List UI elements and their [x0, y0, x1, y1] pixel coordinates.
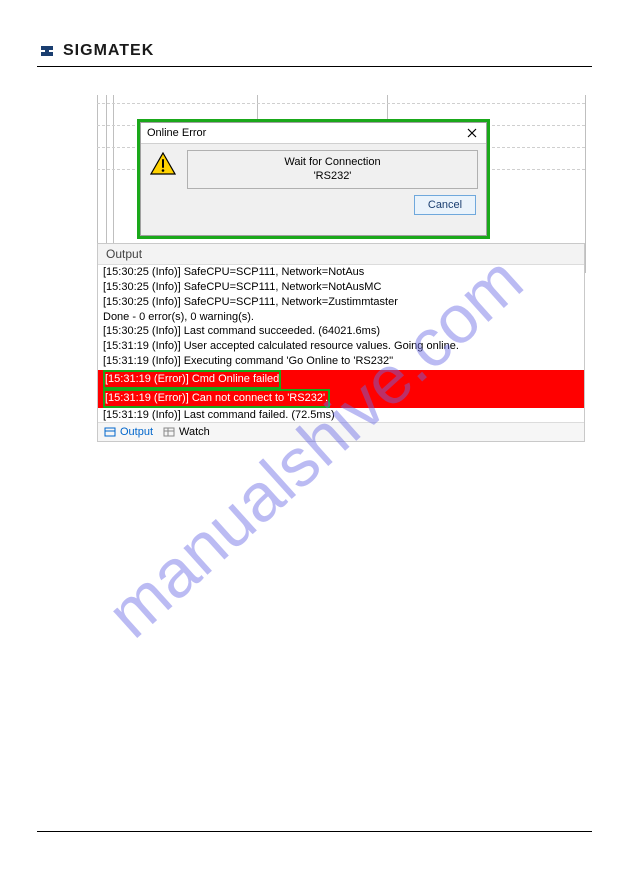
output-panel: Output [15:30:25 (Info)] SafeCPU=SCP111,…	[97, 243, 585, 442]
dialog-message: Wait for Connection 'RS232'	[187, 150, 478, 189]
output-line: [15:31:19 (Info)] Executing command 'Go …	[98, 354, 584, 369]
sigmatek-logo-icon	[37, 41, 57, 61]
output-line: [15:31:19 (Info)] User accepted calculat…	[98, 339, 584, 354]
brand-name: SIGMATEK	[63, 42, 154, 60]
output-body: [15:30:25 (Info)] SafeCPU=SCP111, Networ…	[98, 265, 584, 422]
output-line: Done - 0 error(s), 0 warning(s).	[98, 310, 584, 325]
screenshot-region: Online Error Wait for Connectio	[97, 95, 585, 425]
output-line: [15:30:25 (Info)] SafeCPU=SCP111, Networ…	[98, 295, 584, 310]
footer-rule	[37, 831, 592, 832]
online-error-dialog: Online Error Wait for Connectio	[140, 122, 487, 236]
output-line: [15:30:25 (Info)] SafeCPU=SCP111, Networ…	[98, 265, 584, 280]
dialog-message-line1: Wait for Connection	[194, 155, 471, 169]
error-line: [15:31:19 (Error)] Cmd Online failed	[98, 370, 584, 389]
output-line: [15:30:25 (Info)] SafeCPU=SCP111, Networ…	[98, 280, 584, 295]
dialog-message-line2: 'RS232'	[194, 169, 471, 183]
error-text: [15:31:19 (Error)] Cmd Online failed	[105, 373, 279, 385]
tab-output[interactable]: Output	[104, 426, 153, 438]
error-line: [15:31:19 (Error)] Can not connect to 'R…	[98, 389, 584, 408]
error-text: [15:31:19 (Error)] Can not connect to 'R…	[105, 392, 328, 404]
tabs-bar: Output Watch	[98, 422, 584, 441]
tab-watch-label: Watch	[179, 426, 210, 438]
warning-icon	[149, 150, 177, 176]
tab-output-label: Output	[120, 426, 153, 438]
watch-tab-icon	[163, 426, 175, 438]
output-line: [15:30:25 (Info)] Last command succeeded…	[98, 324, 584, 339]
cancel-button[interactable]: Cancel	[414, 195, 476, 215]
output-tab-icon	[104, 426, 116, 438]
page-header: SIGMATEK	[37, 35, 592, 67]
output-line: [15:31:19 (Info)] Last command failed. (…	[98, 408, 584, 423]
close-icon[interactable]	[464, 125, 480, 141]
error-block: [15:31:19 (Error)] Cmd Online failed [15…	[98, 370, 584, 408]
tab-watch[interactable]: Watch	[163, 426, 210, 438]
output-header: Output	[98, 244, 584, 265]
dialog-titlebar: Online Error	[141, 123, 486, 144]
dialog-highlight: Online Error Wait for Connectio	[137, 119, 490, 239]
dialog-title-text: Online Error	[147, 127, 206, 139]
